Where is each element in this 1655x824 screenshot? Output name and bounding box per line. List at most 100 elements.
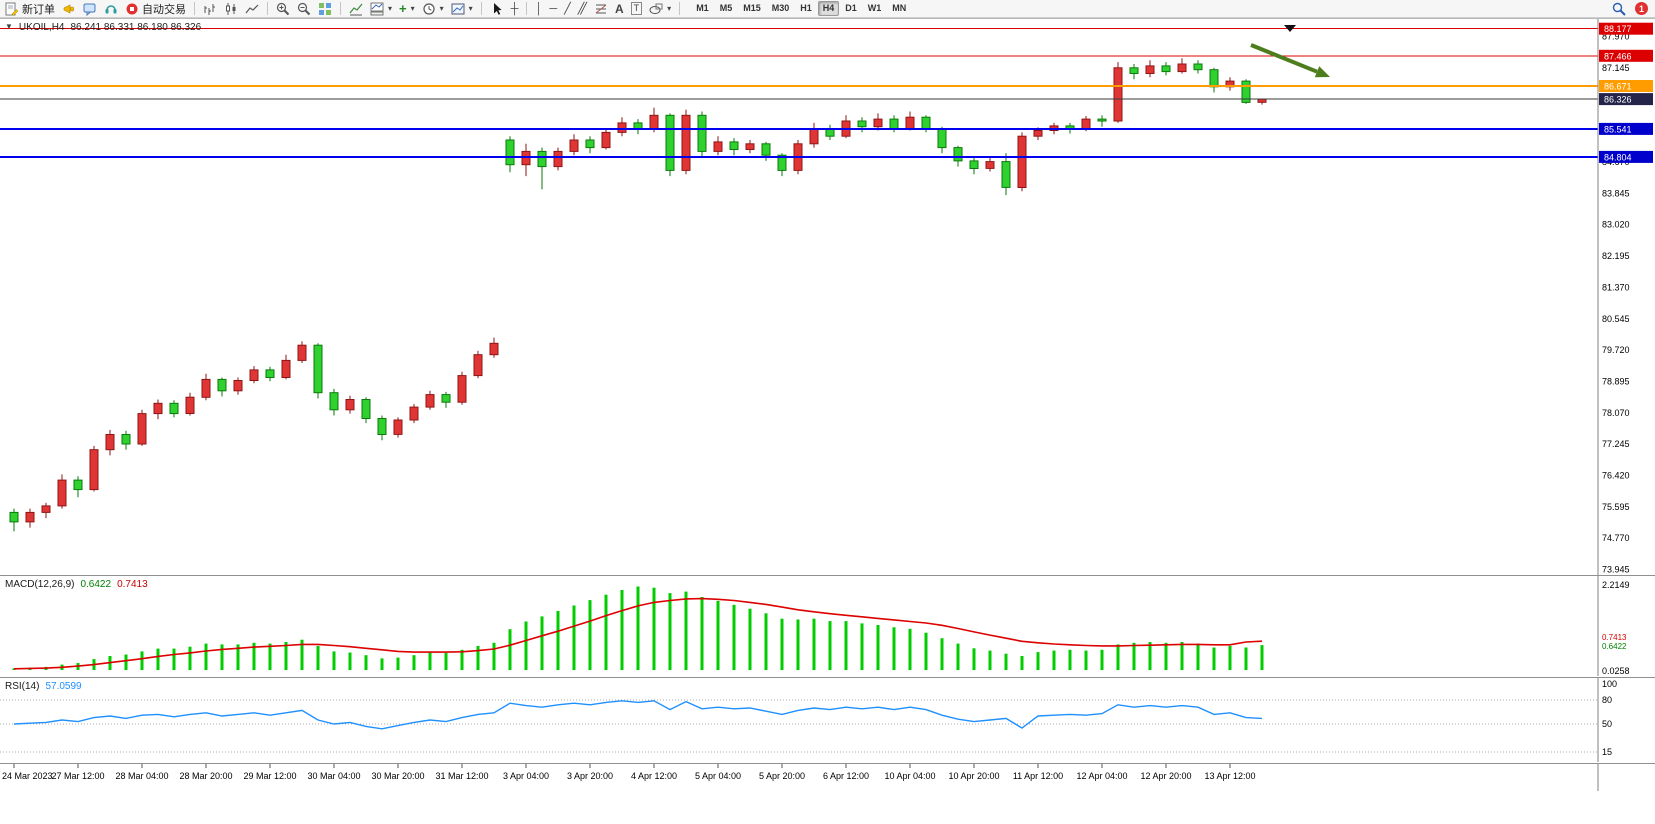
svg-text:79.720: 79.720 xyxy=(1602,345,1630,355)
svg-text:78.895: 78.895 xyxy=(1602,377,1630,387)
chart-window[interactable]: 87.97087.14584.67083.84583.02082.19581.3… xyxy=(0,18,1655,824)
timeframe-button-mn[interactable]: MN xyxy=(892,3,907,13)
svg-text:76.420: 76.420 xyxy=(1602,471,1630,481)
timeframe-button-h4[interactable]: H4 xyxy=(817,1,840,16)
svg-text:28 Mar 04:00: 28 Mar 04:00 xyxy=(115,771,168,781)
rsi-panel[interactable]: 100 80 50 15 xyxy=(0,677,1655,762)
main-price-chart[interactable]: 87.97087.14584.67083.84583.02082.19581.3… xyxy=(0,19,1655,575)
svg-text:3 Apr 20:00: 3 Apr 20:00 xyxy=(567,771,613,781)
trend-arrow[interactable] xyxy=(1250,43,1330,78)
object-anchor-marker[interactable] xyxy=(1284,25,1296,32)
plus-icon: + xyxy=(399,0,407,16)
bar-chart-button[interactable] xyxy=(200,1,220,17)
vertical-line-button[interactable]: │ xyxy=(532,1,545,17)
svg-text:77.245: 77.245 xyxy=(1602,439,1630,449)
crosshair-icon: ┼ xyxy=(510,2,519,15)
bar-chart-icon xyxy=(204,3,215,15)
price-badge xyxy=(1599,93,1653,106)
crosshair-button[interactable]: ┼ xyxy=(508,1,522,17)
line-chart-icon xyxy=(245,4,259,13)
horizontal-line-icon: ─ xyxy=(549,2,558,15)
timeframe-button-h1[interactable]: H1 xyxy=(800,3,812,13)
svg-text:6 Apr 12:00: 6 Apr 12:00 xyxy=(823,771,869,781)
timeframe-button-m15[interactable]: M15 xyxy=(743,3,761,13)
timeframe-button-m1[interactable]: M1 xyxy=(696,3,709,13)
shapes-icon xyxy=(649,3,663,14)
svg-text:0.6422: 0.6422 xyxy=(1602,642,1627,651)
indicator-list-button[interactable]: ▾ xyxy=(367,1,395,17)
horizontal-line-button[interactable]: ─ xyxy=(546,1,560,17)
svg-text:24 Mar 2023: 24 Mar 2023 xyxy=(2,771,53,781)
shapes-button[interactable]: ▾ xyxy=(646,1,674,17)
svg-text:10 Apr 20:00: 10 Apr 20:00 xyxy=(948,771,999,781)
svg-text:30 Mar 04:00: 30 Mar 04:00 xyxy=(307,771,360,781)
text-label-button[interactable]: T xyxy=(628,1,646,17)
timeframe-button-w1[interactable]: W1 xyxy=(867,3,882,13)
zoom-in-icon xyxy=(276,2,290,15)
toolbar-separator xyxy=(480,2,482,15)
price-axis[interactable]: 87.97087.14584.67083.84583.02082.19581.3… xyxy=(1597,19,1655,575)
line-chart-button[interactable] xyxy=(242,1,262,17)
svg-text:12 Apr 04:00: 12 Apr 04:00 xyxy=(1076,771,1127,781)
svg-text:87.145: 87.145 xyxy=(1602,63,1630,73)
chevron-down-icon: ▾ xyxy=(410,4,415,13)
svg-text:83.020: 83.020 xyxy=(1602,220,1630,230)
svg-text:27 Mar 12:00: 27 Mar 12:00 xyxy=(51,771,104,781)
svg-text:85.541: 85.541 xyxy=(1604,124,1632,134)
periods-button[interactable]: ▾ xyxy=(419,1,447,17)
timeframe-toolbar: M1 M5 M15 M30 H1 H4 D1 W1 MN xyxy=(691,1,911,16)
new-order-button[interactable]: 新订单 xyxy=(2,1,58,17)
svg-text:5 Apr 04:00: 5 Apr 04:00 xyxy=(695,771,741,781)
autotrading-icon xyxy=(126,3,138,14)
timeframe-button-m5[interactable]: M5 xyxy=(719,3,733,13)
templates-icon xyxy=(451,3,465,14)
svg-text:80.545: 80.545 xyxy=(1602,314,1630,324)
timeframe-button-m30[interactable]: M30 xyxy=(771,3,790,13)
svg-text:10 Apr 04:00: 10 Apr 04:00 xyxy=(884,771,935,781)
candles-layer[interactable] xyxy=(9,58,1267,532)
tile-windows-button[interactable] xyxy=(315,1,335,17)
indicators-button[interactable] xyxy=(346,1,366,17)
svg-text:2.2149: 2.2149 xyxy=(1602,580,1630,590)
autotrading-button[interactable]: 自动交易 xyxy=(122,1,189,17)
notification-badge[interactable]: 1 xyxy=(1635,2,1648,15)
zoom-in-button[interactable] xyxy=(273,1,293,17)
timeframe-button-d1[interactable]: D1 xyxy=(845,3,857,13)
svg-text:80: 80 xyxy=(1602,695,1612,705)
svg-text:84.804: 84.804 xyxy=(1604,152,1632,162)
svg-text:87.970: 87.970 xyxy=(1602,32,1630,42)
svg-text:86.326: 86.326 xyxy=(1604,95,1632,105)
vertical-line-icon: │ xyxy=(535,2,543,15)
toolbar-separator xyxy=(526,2,528,15)
svg-text:29 Mar 12:00: 29 Mar 12:00 xyxy=(243,771,296,781)
channel-button[interactable]: ╱╱ xyxy=(575,1,590,17)
cursor-button[interactable] xyxy=(487,1,507,17)
trendline-button[interactable]: ╱ xyxy=(561,1,574,17)
candlestick-chart-button[interactable] xyxy=(221,1,241,17)
price-lines-layer[interactable] xyxy=(0,28,1598,158)
search-icon xyxy=(1612,2,1626,16)
svg-text:0.0258: 0.0258 xyxy=(1602,666,1630,676)
indicators-icon xyxy=(349,3,363,15)
svg-text:74.770: 74.770 xyxy=(1602,533,1630,543)
templates-button[interactable]: ▾ xyxy=(448,1,476,17)
fibonacci-button[interactable] xyxy=(591,1,611,17)
chevron-down-icon: ▾ xyxy=(439,4,444,13)
zoom-out-button[interactable] xyxy=(294,1,314,17)
rsi-axis[interactable]: 100 80 50 15 xyxy=(1597,678,1655,762)
svg-text:12 Apr 20:00: 12 Apr 20:00 xyxy=(1140,771,1191,781)
macd-signal-line xyxy=(13,597,1263,670)
rsi-line xyxy=(13,700,1263,730)
svg-text:81.370: 81.370 xyxy=(1602,282,1630,292)
add-indicator-button[interactable]: + ▾ xyxy=(396,1,418,17)
search-button[interactable] xyxy=(1609,1,1629,17)
announcement-button[interactable] xyxy=(59,1,79,17)
support-button[interactable] xyxy=(101,1,121,17)
chat-button[interactable] xyxy=(80,1,100,17)
price-badge xyxy=(1599,49,1653,62)
text-button[interactable]: A xyxy=(612,1,627,17)
